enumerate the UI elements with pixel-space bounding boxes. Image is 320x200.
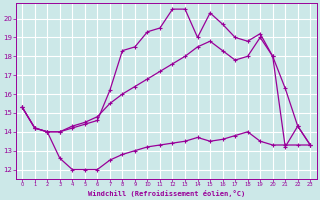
X-axis label: Windchill (Refroidissement éolien,°C): Windchill (Refroidissement éolien,°C): [88, 190, 245, 197]
